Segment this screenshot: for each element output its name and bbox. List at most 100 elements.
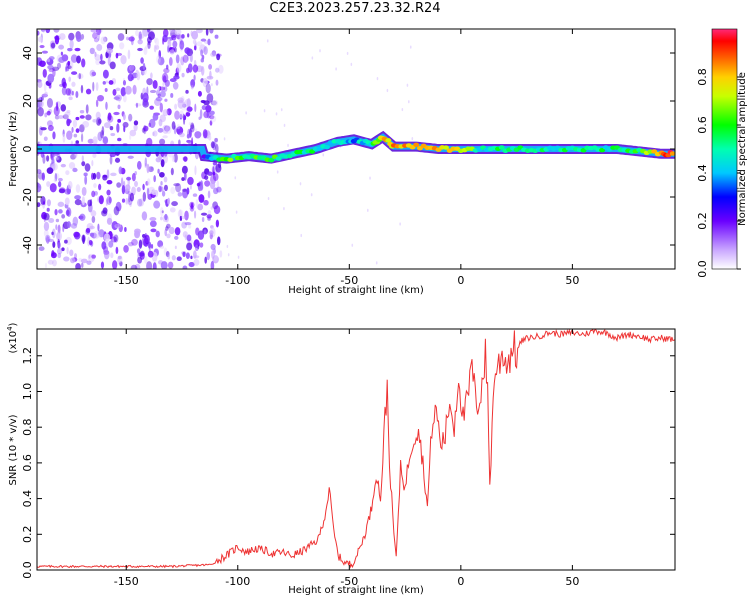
- noise-blob: [159, 114, 166, 123]
- noise-blob: [217, 161, 222, 169]
- noise-blob: [192, 193, 198, 197]
- noise-blob: [127, 155, 134, 159]
- noise-blob: [99, 60, 106, 65]
- noise-blob: [196, 41, 203, 47]
- noise-blob: [75, 184, 81, 193]
- noise-blob: [376, 76, 379, 81]
- noise-blob: [198, 194, 205, 203]
- noise-blob: [116, 123, 120, 133]
- chart-title: C2E3.2023.257.23.32.R24: [269, 1, 441, 16]
- noise-blob: [56, 231, 62, 242]
- noise-blob: [186, 242, 193, 251]
- noise-blob: [207, 210, 212, 216]
- noise-blob: [213, 205, 221, 215]
- trace-blob: [324, 144, 330, 150]
- x-tick-label: 0: [457, 575, 464, 588]
- noise-blob: [56, 62, 61, 69]
- noise-blob: [189, 205, 195, 212]
- noise-blob: [275, 112, 278, 116]
- noise-blob: [164, 228, 168, 237]
- noise-blob: [106, 47, 114, 54]
- noise-blob: [97, 118, 102, 125]
- noise-blob: [58, 33, 66, 40]
- noise-blob: [95, 117, 102, 126]
- noise-blob: [66, 109, 71, 114]
- noise-blob: [276, 170, 279, 174]
- noise-blob: [193, 258, 200, 266]
- noise-blob: [53, 29, 60, 33]
- noise-blob: [188, 224, 192, 229]
- noise-blob: [48, 56, 55, 61]
- noise-blob: [131, 186, 137, 194]
- noise-blob: [193, 250, 197, 259]
- snr-y-axis: 0.0 0.2 0.4 0.6 0.8 1.0 1.2: [21, 347, 675, 579]
- noise-blob: [109, 155, 113, 165]
- noise-blob: [46, 97, 53, 108]
- noise-blob: [102, 69, 109, 79]
- noise-blob: [182, 113, 186, 121]
- noise-blob: [147, 250, 154, 258]
- noise-blob: [43, 212, 50, 221]
- noise-blob: [176, 256, 182, 262]
- colorbar-tick-label: 0.2: [696, 212, 709, 230]
- noise-blob: [188, 262, 195, 268]
- noise-blob: [195, 29, 203, 34]
- noise-blob: [155, 96, 163, 102]
- noise-blob: [190, 85, 194, 90]
- spectrogram-panel: -150 -100 -50 0 50 -40 -20 0 20 40 Height of str…: [8, 28, 676, 296]
- noise-blob: [62, 114, 69, 120]
- noise-blob: [202, 129, 208, 139]
- noise-blob: [163, 184, 168, 192]
- noise-blob: [136, 248, 141, 254]
- noise-blob: [69, 135, 72, 140]
- noise-blob: [58, 181, 62, 188]
- noise-blob: [68, 96, 73, 101]
- noise-blob: [167, 197, 171, 205]
- noise-blob: [58, 56, 66, 64]
- noise-blob: [168, 57, 173, 66]
- noise-blob: [182, 265, 188, 269]
- noise-blob: [65, 170, 70, 176]
- noise-blob: [180, 56, 185, 66]
- noise-blob: [42, 201, 46, 205]
- noise-blob: [207, 38, 211, 46]
- noise-blob: [159, 216, 163, 221]
- noise-blob: [92, 32, 98, 39]
- noise-blob: [108, 196, 112, 204]
- noise-blob: [208, 64, 213, 70]
- noise-blob: [52, 259, 57, 267]
- noise-blob: [112, 260, 118, 269]
- x-tick-label: -150: [114, 575, 139, 588]
- noise-blob: [125, 197, 129, 205]
- colorbar-ticks: 0.0 0.2 0.4 0.6 0.8: [696, 68, 741, 278]
- noise-blob: [124, 85, 132, 95]
- noise-blob: [80, 133, 84, 143]
- noise-blob: [130, 37, 134, 46]
- noise-blob: [167, 39, 172, 49]
- noise-blob: [166, 233, 171, 239]
- noise-blob: [128, 36, 135, 42]
- noise-blob: [409, 45, 412, 49]
- noise-blob: [72, 119, 78, 128]
- noise-blob: [369, 176, 371, 180]
- noise-blob: [200, 58, 205, 63]
- noise-blob: [37, 30, 40, 36]
- noise-blob: [162, 37, 165, 45]
- trace-blob: [275, 156, 282, 161]
- noise-blob: [74, 195, 81, 200]
- noise-blob: [196, 182, 201, 187]
- noise-blob: [210, 141, 215, 149]
- noise-blob: [106, 179, 113, 185]
- noise-blob: [102, 207, 108, 214]
- noise-blob: [164, 213, 168, 221]
- noise-blob: [133, 123, 138, 132]
- noise-blob: [163, 176, 168, 183]
- noise-blob: [60, 104, 67, 112]
- noise-blob: [51, 231, 54, 236]
- noise-blob: [159, 138, 166, 146]
- noise-blob: [48, 218, 55, 223]
- noise-blob: [87, 138, 94, 144]
- noise-blob: [53, 178, 56, 182]
- noise-blob: [311, 56, 314, 60]
